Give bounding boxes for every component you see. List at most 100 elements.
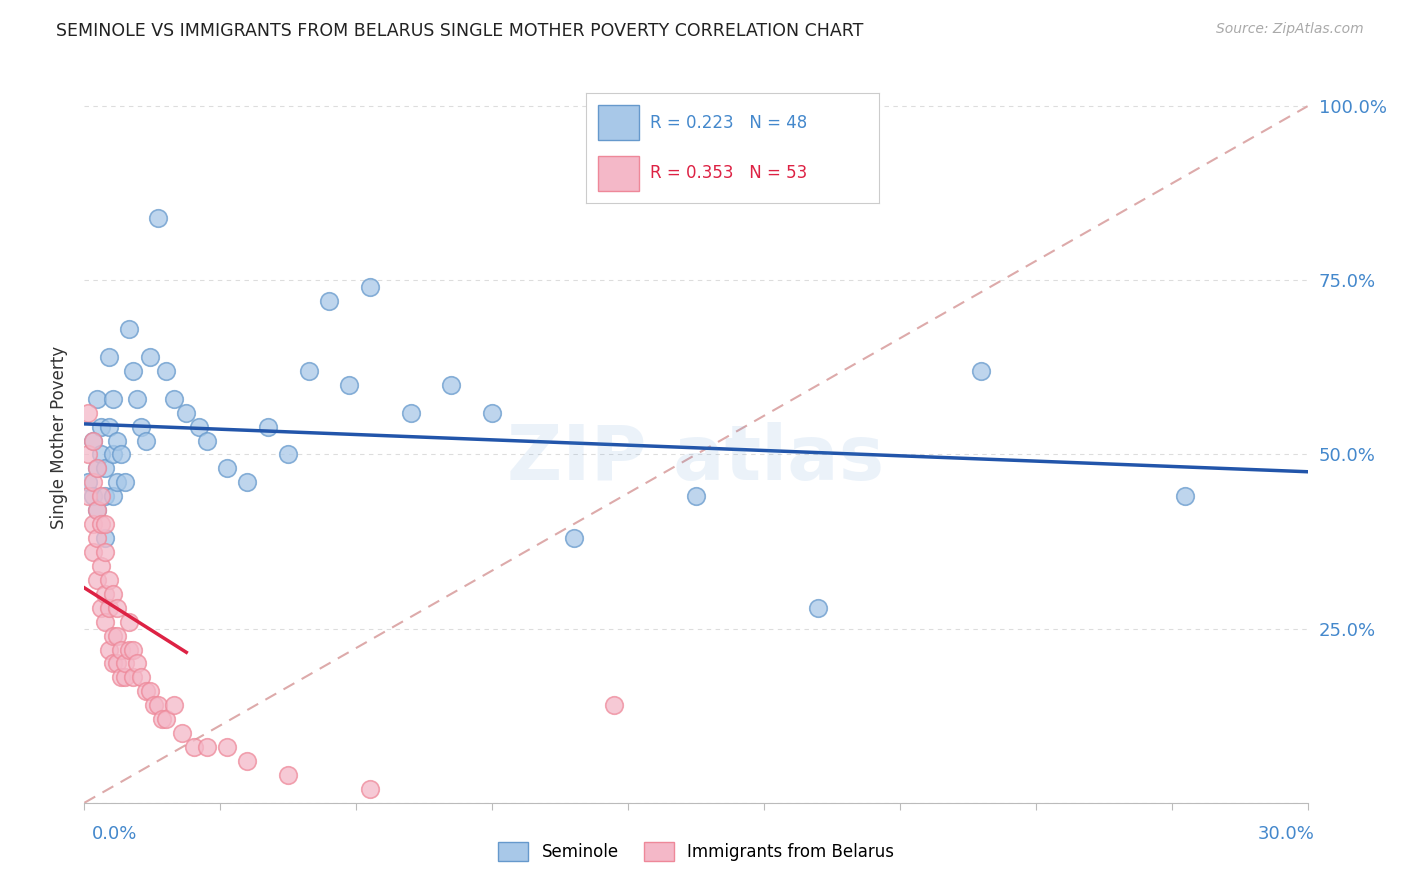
Point: [105, 657, 128, 671]
Point: [82, 489, 104, 503]
Point: [105, 434, 128, 448]
Point: [359, 280, 381, 294]
Point: [217, 461, 239, 475]
Point: [93, 461, 115, 475]
Point: [970, 364, 993, 378]
Point: [277, 448, 299, 462]
Point: [93, 531, 115, 545]
Point: [90, 517, 112, 532]
Point: [82, 545, 104, 559]
Legend: Seminole, Immigrants from Belarus: Seminole, Immigrants from Belarus: [492, 835, 900, 868]
Point: [298, 364, 321, 378]
Point: [138, 684, 160, 698]
Point: [685, 489, 707, 503]
Point: [562, 531, 585, 545]
Point: [110, 670, 132, 684]
Point: [114, 670, 136, 684]
Point: [97, 573, 120, 587]
Point: [101, 587, 124, 601]
Point: [122, 364, 145, 378]
Point: [86, 461, 108, 475]
Point: [118, 615, 141, 629]
Point: [105, 475, 128, 490]
Point: [138, 350, 160, 364]
Text: 30.0%: 30.0%: [1258, 825, 1315, 843]
Point: [127, 657, 149, 671]
Point: [105, 629, 128, 643]
Point: [257, 419, 280, 434]
Text: Source: ZipAtlas.com: Source: ZipAtlas.com: [1216, 22, 1364, 37]
Point: [318, 294, 340, 309]
Point: [118, 642, 141, 657]
Point: [101, 629, 124, 643]
Point: [82, 434, 104, 448]
Point: [195, 434, 218, 448]
Point: [101, 489, 124, 503]
Point: [93, 587, 115, 601]
Point: [146, 698, 169, 713]
Point: [339, 377, 361, 392]
Point: [90, 600, 112, 615]
Point: [97, 419, 120, 434]
Point: [97, 600, 120, 615]
Text: SEMINOLE VS IMMIGRANTS FROM BELARUS SINGLE MOTHER POVERTY CORRELATION CHART: SEMINOLE VS IMMIGRANTS FROM BELARUS SING…: [56, 22, 863, 40]
Point: [174, 406, 197, 420]
Point: [101, 448, 124, 462]
Point: [77, 448, 100, 462]
Point: [131, 670, 153, 684]
Point: [163, 698, 186, 713]
Point: [172, 726, 194, 740]
Point: [183, 740, 205, 755]
Text: 0.0%: 0.0%: [91, 825, 136, 843]
Point: [90, 448, 112, 462]
Point: [93, 545, 115, 559]
Point: [101, 657, 124, 671]
Point: [110, 448, 132, 462]
Point: [1174, 489, 1197, 503]
Point: [122, 642, 145, 657]
Point: [90, 419, 112, 434]
Point: [114, 657, 136, 671]
Point: [77, 489, 100, 503]
Point: [359, 781, 381, 796]
Y-axis label: Single Mother Poverty: Single Mother Poverty: [51, 345, 69, 529]
Point: [127, 392, 149, 406]
Point: [142, 698, 165, 713]
Point: [118, 322, 141, 336]
Point: [82, 434, 104, 448]
Point: [86, 461, 108, 475]
Point: [93, 615, 115, 629]
Point: [150, 712, 173, 726]
Point: [86, 503, 108, 517]
Point: [86, 392, 108, 406]
Point: [86, 503, 108, 517]
Point: [97, 350, 120, 364]
Point: [399, 406, 422, 420]
Point: [101, 392, 124, 406]
Point: [155, 364, 177, 378]
Point: [93, 489, 115, 503]
Point: [131, 419, 153, 434]
Point: [236, 754, 259, 768]
Point: [82, 475, 104, 490]
Point: [155, 712, 177, 726]
Point: [122, 670, 145, 684]
Point: [86, 531, 108, 545]
Point: [603, 698, 626, 713]
Point: [187, 419, 209, 434]
Point: [481, 406, 503, 420]
Point: [114, 475, 136, 490]
Point: [163, 392, 186, 406]
Point: [236, 475, 259, 490]
Point: [146, 211, 169, 225]
Point: [90, 489, 112, 503]
Point: [105, 600, 128, 615]
Point: [93, 517, 115, 532]
Point: [135, 434, 157, 448]
Point: [135, 684, 157, 698]
Point: [807, 600, 830, 615]
Point: [110, 642, 132, 657]
Point: [90, 558, 112, 573]
Point: [97, 642, 120, 657]
Text: ZIP atlas: ZIP atlas: [508, 422, 884, 496]
